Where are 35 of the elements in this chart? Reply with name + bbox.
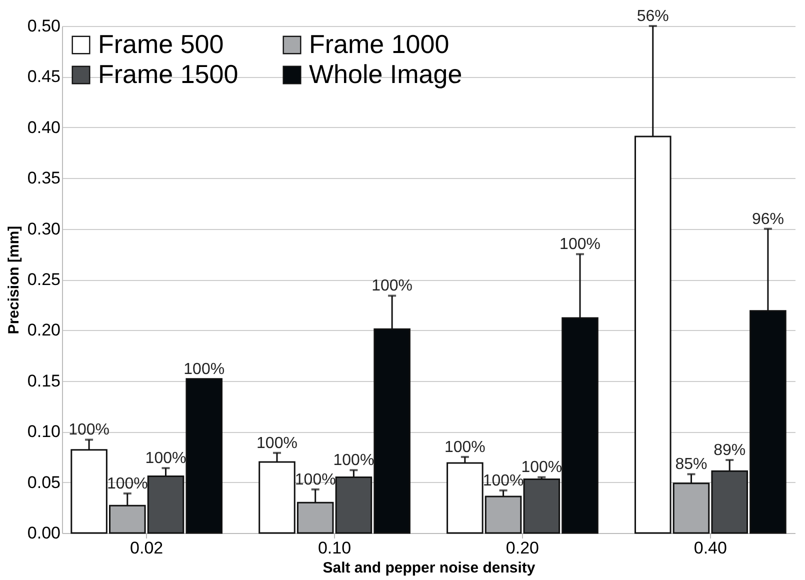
annotation: 100% xyxy=(482,472,524,490)
y-tick-label: 0.10 xyxy=(27,422,60,442)
x-axis-title: Salt and pepper noise density xyxy=(322,560,536,576)
annotation: 100% xyxy=(521,459,562,476)
annotation: 96% xyxy=(752,210,784,228)
annotation: 100% xyxy=(444,438,486,456)
annotation: 100% xyxy=(106,475,148,492)
annotation: 89% xyxy=(714,442,746,459)
y-tick-label: 0.45 xyxy=(27,67,60,86)
legend-label: Frame 500 xyxy=(98,29,224,59)
y-tick-label: 0.30 xyxy=(27,219,60,238)
y-tick-label: 0.25 xyxy=(27,270,60,289)
annotation: 100% xyxy=(184,360,225,378)
annotation: 85% xyxy=(675,456,708,474)
y-tick-label: 0.00 xyxy=(27,524,60,542)
annotation: 100% xyxy=(294,471,336,488)
x-tick-label: 0.10 xyxy=(318,538,352,558)
legend-label: Whole Image xyxy=(309,59,462,89)
text: 56% xyxy=(636,8,669,25)
x-tick-label: 0.20 xyxy=(506,538,540,558)
annotation: 100% xyxy=(256,434,298,452)
y-tick-label: 0.15 xyxy=(27,371,60,390)
y-tick-label: 0.05 xyxy=(27,472,60,492)
legend-label: Frame 1500 xyxy=(98,59,238,89)
y-tick-label: 0.50 xyxy=(27,16,60,36)
y-tick-label: 0.35 xyxy=(27,168,60,188)
y-axis-title: Precision [mm] xyxy=(5,226,22,334)
legend-label: Frame 1000 xyxy=(309,29,450,59)
y-tick-label: 0.40 xyxy=(27,118,60,137)
y-tick-label: 0.20 xyxy=(27,320,60,340)
annotation: 100% xyxy=(68,422,110,439)
x-tick-label: 0.02 xyxy=(130,538,164,558)
x-tick-label: 0.40 xyxy=(694,538,727,558)
annotation: 100% xyxy=(560,236,600,254)
annotation: 100% xyxy=(372,278,413,295)
